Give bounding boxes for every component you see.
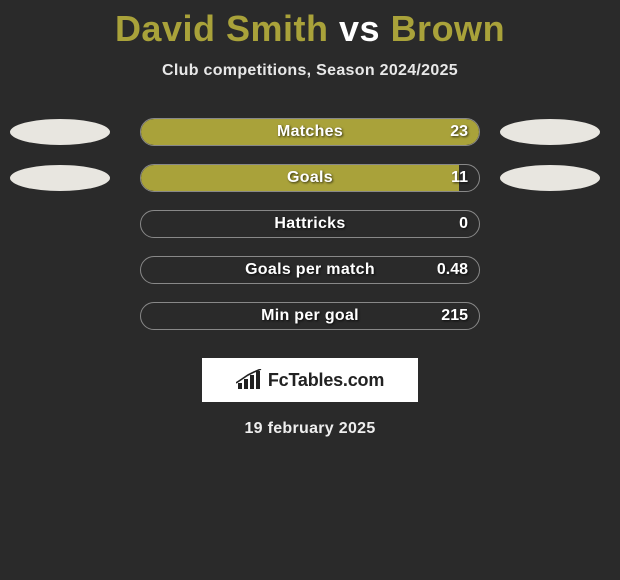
- stat-row: Goals per match0.48: [0, 256, 620, 302]
- player1-marker: [10, 165, 110, 191]
- stat-row: Goals11: [0, 164, 620, 210]
- stat-bar-track: [140, 256, 480, 284]
- stat-bar-track: [140, 164, 480, 192]
- stats-container: Matches23Goals11Hattricks0Goals per matc…: [0, 118, 620, 348]
- stat-bar-track: [140, 210, 480, 238]
- stat-row: Min per goal215: [0, 302, 620, 348]
- stat-bar-fill: [141, 119, 479, 145]
- logo-text: FcTables.com: [268, 370, 384, 391]
- comparison-title: David Smith vs Brown: [0, 0, 620, 50]
- stat-row: Matches23: [0, 118, 620, 164]
- stat-bar-track: [140, 302, 480, 330]
- player2-marker: [500, 119, 600, 145]
- player1-name: David Smith: [115, 8, 329, 49]
- date-label: 19 february 2025: [0, 420, 620, 438]
- subtitle: Club competitions, Season 2024/2025: [0, 62, 620, 80]
- chart-icon: [236, 369, 262, 391]
- source-logo: FcTables.com: [202, 358, 418, 402]
- stat-row: Hattricks0: [0, 210, 620, 256]
- vs-separator: vs: [339, 8, 380, 49]
- player2-marker: [500, 165, 600, 191]
- player1-marker: [10, 119, 110, 145]
- stat-bar-track: [140, 118, 480, 146]
- player2-name: Brown: [391, 8, 506, 49]
- stat-bar-fill: [141, 165, 459, 191]
